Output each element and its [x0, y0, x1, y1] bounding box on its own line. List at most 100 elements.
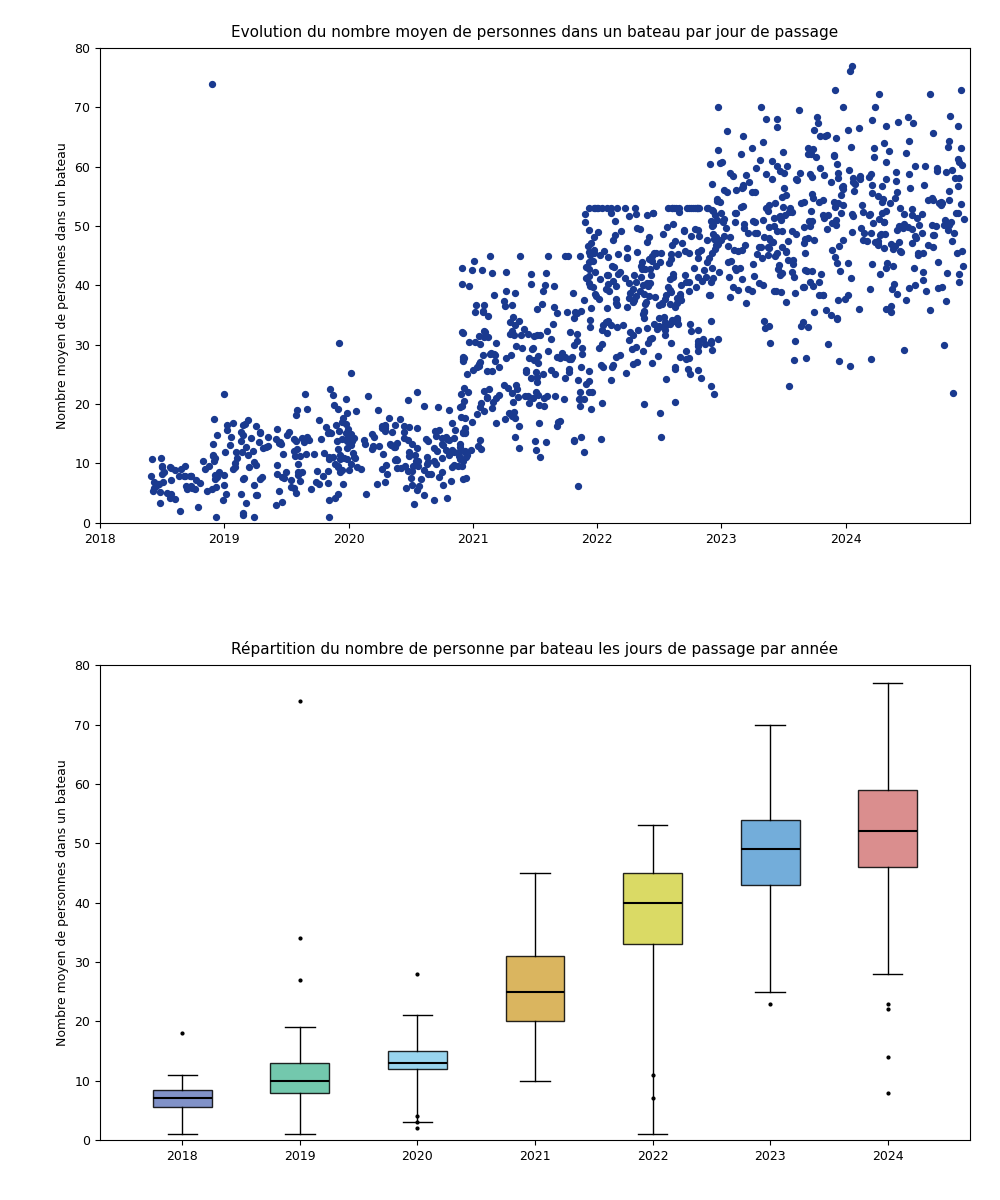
Point — [215, 491, 231, 510]
Point — [716, 180, 732, 199]
Point — [779, 157, 795, 176]
Point — [587, 262, 603, 281]
Point — [786, 350, 802, 370]
Point — [748, 158, 764, 178]
Point — [625, 355, 641, 374]
Point — [328, 415, 344, 434]
Point — [639, 232, 655, 251]
Point — [735, 178, 751, 197]
Point — [535, 281, 551, 300]
Point — [290, 462, 306, 481]
Point — [815, 190, 831, 209]
Point — [686, 258, 702, 277]
Point — [774, 187, 790, 206]
Point — [211, 462, 227, 481]
Point — [705, 215, 721, 234]
Point — [811, 192, 827, 211]
Point — [308, 473, 324, 492]
Point — [708, 227, 724, 246]
Point — [694, 271, 710, 290]
Point — [617, 199, 633, 218]
Point — [862, 280, 878, 299]
Point — [863, 164, 879, 184]
Point — [945, 384, 961, 403]
Point — [827, 197, 843, 216]
Point — [761, 196, 777, 215]
Point — [898, 143, 914, 162]
Point — [776, 179, 792, 198]
Point — [778, 241, 794, 260]
Point — [439, 430, 455, 449]
Point — [874, 204, 890, 223]
Point — [690, 221, 706, 240]
Point — [461, 276, 477, 295]
Point — [670, 244, 686, 263]
Point — [681, 244, 697, 263]
Point — [457, 422, 473, 442]
Point — [172, 502, 188, 521]
Point — [454, 396, 470, 415]
Point — [733, 197, 749, 216]
Point — [762, 334, 778, 353]
Point — [581, 266, 597, 286]
Point — [549, 348, 565, 367]
Point — [793, 317, 809, 336]
Point — [601, 282, 617, 301]
Point — [625, 280, 641, 299]
Point — [476, 295, 492, 314]
Point — [924, 188, 940, 208]
Point — [864, 175, 880, 194]
Point — [715, 212, 731, 232]
Point — [751, 274, 767, 293]
Point — [883, 235, 899, 254]
Point — [246, 475, 262, 494]
Point — [343, 362, 359, 382]
Point — [902, 179, 918, 198]
Point — [823, 306, 839, 325]
Point — [621, 330, 637, 349]
Point — [540, 246, 556, 265]
Point — [404, 434, 420, 454]
Point — [888, 172, 904, 191]
Point — [619, 248, 635, 268]
Point — [658, 368, 674, 388]
Point — [249, 485, 265, 504]
Point — [598, 312, 614, 331]
Title: Répartition du nombre de personne par bateau les jours de passage par année: Répartition du nombre de personne par ba… — [231, 641, 839, 658]
Point — [386, 438, 402, 457]
Point — [457, 408, 473, 427]
Point — [222, 436, 238, 455]
Point — [154, 458, 170, 478]
Point — [832, 262, 848, 281]
Point — [734, 241, 750, 260]
Point — [255, 439, 271, 458]
Point — [330, 457, 346, 476]
Point — [830, 193, 846, 212]
Point — [922, 300, 938, 319]
Point — [851, 119, 867, 138]
Point — [451, 446, 467, 466]
Point — [463, 440, 479, 460]
Point — [514, 338, 530, 358]
Point — [396, 428, 412, 448]
Point — [621, 206, 637, 226]
Point — [587, 199, 603, 218]
Point — [950, 116, 966, 136]
Point — [636, 284, 652, 304]
Point — [204, 479, 220, 498]
Point — [802, 216, 818, 235]
Point — [896, 204, 912, 223]
Point — [457, 442, 473, 461]
Point — [926, 226, 942, 245]
Point — [662, 314, 678, 334]
Point — [593, 355, 609, 374]
Point — [183, 467, 199, 486]
Point — [461, 332, 477, 352]
Point — [704, 200, 720, 220]
Point — [401, 442, 417, 461]
Point — [288, 484, 304, 503]
Point — [498, 262, 514, 281]
Point — [326, 396, 342, 415]
Point — [521, 392, 537, 412]
Y-axis label: Nombre moyen de personnes dans un bateau: Nombre moyen de personnes dans un bateau — [56, 142, 69, 428]
